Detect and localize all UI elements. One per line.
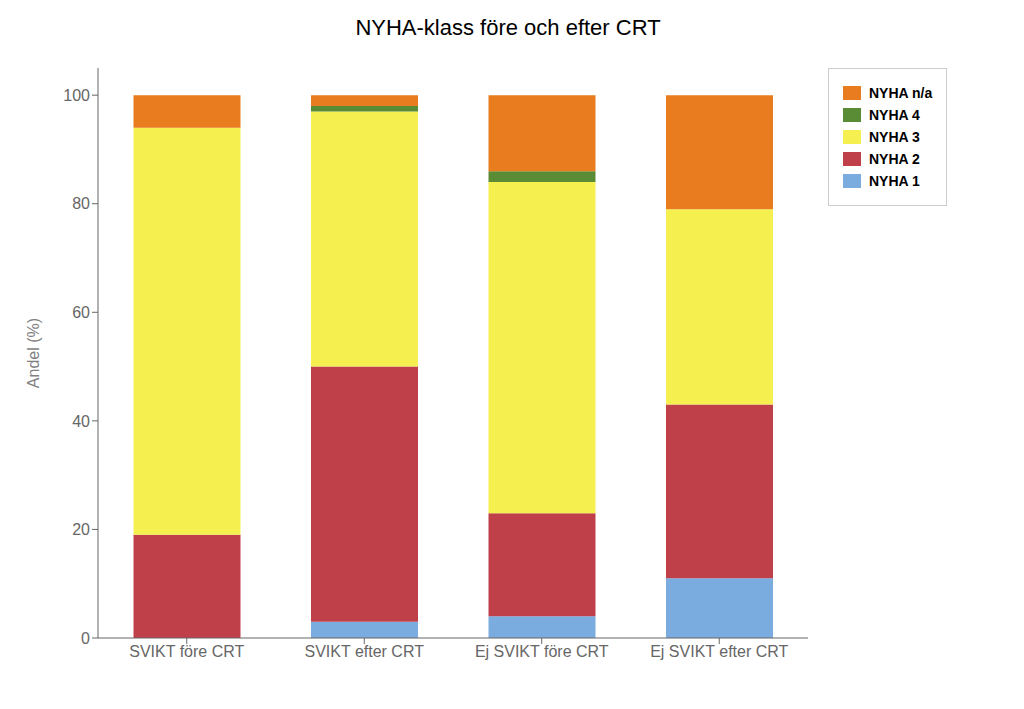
svg-text:60: 60 (72, 304, 90, 321)
html-text:NYHA 2: NYHA 2 (869, 151, 920, 167)
svg-text:0: 0 (81, 630, 90, 647)
svg-text:SVIKT före CRT: SVIKT före CRT (129, 643, 244, 660)
html-text:NYHA n/a: NYHA n/a (869, 85, 933, 101)
svg-text:80: 80 (72, 195, 90, 212)
svg-text:Ej SVIKT före CRT: Ej SVIKT före CRT (475, 643, 609, 660)
svg-text:SVIKT efter CRT: SVIKT efter CRT (305, 643, 425, 660)
html-text:NYHA 1: NYHA 1 (869, 173, 920, 189)
html-text:NYHA 3: NYHA 3 (869, 129, 920, 145)
svg-text:100: 100 (63, 87, 90, 104)
svg-text:Ej SVIKT efter CRT: Ej SVIKT efter CRT (650, 643, 788, 660)
svg-text:Andel (%): Andel (%) (25, 318, 42, 388)
html-text:NYHA-klass före och efter CRT: NYHA-klass före och efter CRT (355, 15, 661, 40)
svg-text:40: 40 (72, 413, 90, 430)
html-text:NYHA 4: NYHA 4 (869, 107, 920, 123)
svg-text:20: 20 (72, 521, 90, 538)
